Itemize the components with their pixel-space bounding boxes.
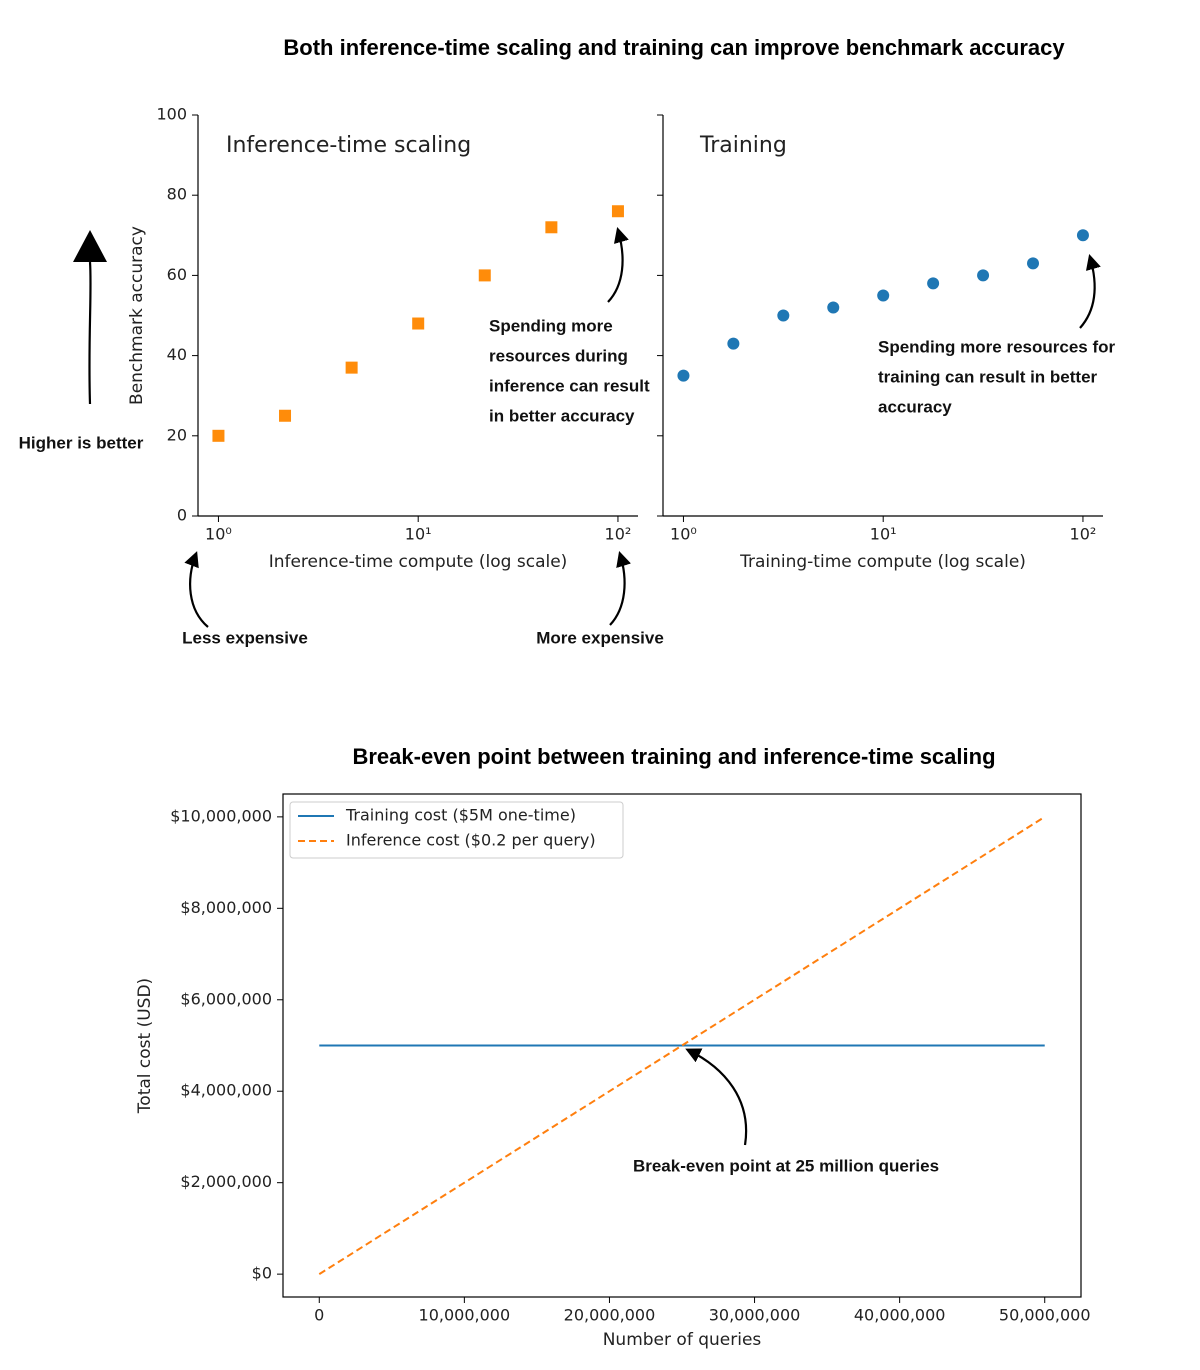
legend-frame [289, 801, 624, 859]
y-tick-label: $8,000,000 [180, 898, 272, 917]
y-tick-label: 20 [167, 425, 187, 444]
y-tick-label: $10,000,000 [170, 806, 272, 825]
legend-label: Inference cost ($0.2 per query) [346, 831, 596, 850]
point [1027, 257, 1040, 270]
annotation: accuracy [878, 397, 952, 416]
arrow [1079, 254, 1101, 329]
annotation: More expensive [536, 628, 664, 647]
x-tick-label: 30,000,000 [709, 1306, 801, 1325]
annotation: inference can result [489, 376, 650, 395]
annotation: in better accuracy [489, 406, 635, 425]
point [727, 337, 740, 350]
y-tick-label: $4,000,000 [180, 1081, 272, 1100]
point [1076, 229, 1089, 242]
x-tick-label: 10² [605, 525, 632, 544]
arrow [607, 227, 629, 303]
arrow [685, 1048, 748, 1146]
chart-title: Break-even point between training and in… [352, 744, 995, 769]
figure-title: Both inference-time scaling and training… [283, 35, 1065, 60]
x-tick-label: 10⁰ [205, 525, 232, 544]
point [478, 269, 491, 282]
subplot-title: Training [699, 133, 787, 158]
point [212, 429, 225, 442]
y-tick-label: $2,000,000 [180, 1172, 272, 1191]
annotation: resources during [489, 346, 628, 365]
x-tick-label: 20,000,000 [564, 1306, 656, 1325]
arrow-head [73, 230, 107, 262]
x-axis-label: Inference-time compute (log scale) [269, 552, 568, 572]
x-axis-label: Number of queries [603, 1330, 762, 1350]
point [279, 409, 292, 422]
x-tick-label: 10² [1070, 525, 1097, 544]
annotation: Spending more [489, 316, 613, 335]
point [611, 205, 624, 218]
subplot-title: Inference-time scaling [226, 133, 471, 158]
y-tick-label: 80 [167, 185, 187, 204]
annotation: training can result in better [878, 367, 1098, 386]
legend-label: Training cost ($5M one-time) [345, 806, 576, 825]
y-tick-label: $6,000,000 [180, 989, 272, 1008]
y-tick-label: 60 [167, 265, 187, 284]
point [877, 289, 890, 302]
x-tick-label: 10⁰ [670, 525, 697, 544]
x-tick-label: 0 [314, 1306, 324, 1325]
point [677, 369, 690, 382]
y-axis-label: Benchmark accuracy [127, 226, 147, 405]
annotation: Higher is better [19, 433, 144, 452]
point [777, 309, 790, 322]
point [927, 277, 940, 290]
arrow [609, 551, 631, 626]
x-axis-label: Training-time compute (log scale) [739, 552, 1026, 572]
x-tick-label: 10¹ [405, 525, 432, 544]
point [545, 221, 558, 234]
axes-frame [282, 793, 1082, 1298]
annotation: Spending more resources for [878, 337, 1115, 356]
y-axis-label: Total cost (USD) [135, 978, 155, 1114]
x-tick-label: 10,000,000 [419, 1306, 511, 1325]
x-tick-label: 40,000,000 [854, 1306, 946, 1325]
arrow [184, 551, 209, 628]
point [827, 301, 840, 314]
x-tick-label: 10¹ [870, 525, 897, 544]
y-tick-label: 40 [167, 345, 187, 364]
point [977, 269, 990, 282]
arrow [88, 261, 92, 405]
annotation: Less expensive [182, 628, 308, 647]
point [345, 361, 358, 374]
point [412, 317, 425, 330]
y-tick-label: 0 [177, 506, 187, 525]
x-tick-label: 50,000,000 [999, 1306, 1091, 1325]
y-tick-label: $0 [252, 1264, 272, 1283]
annotation: Break-even point at 25 million queries [633, 1156, 939, 1175]
y-tick-label: 100 [156, 105, 187, 124]
